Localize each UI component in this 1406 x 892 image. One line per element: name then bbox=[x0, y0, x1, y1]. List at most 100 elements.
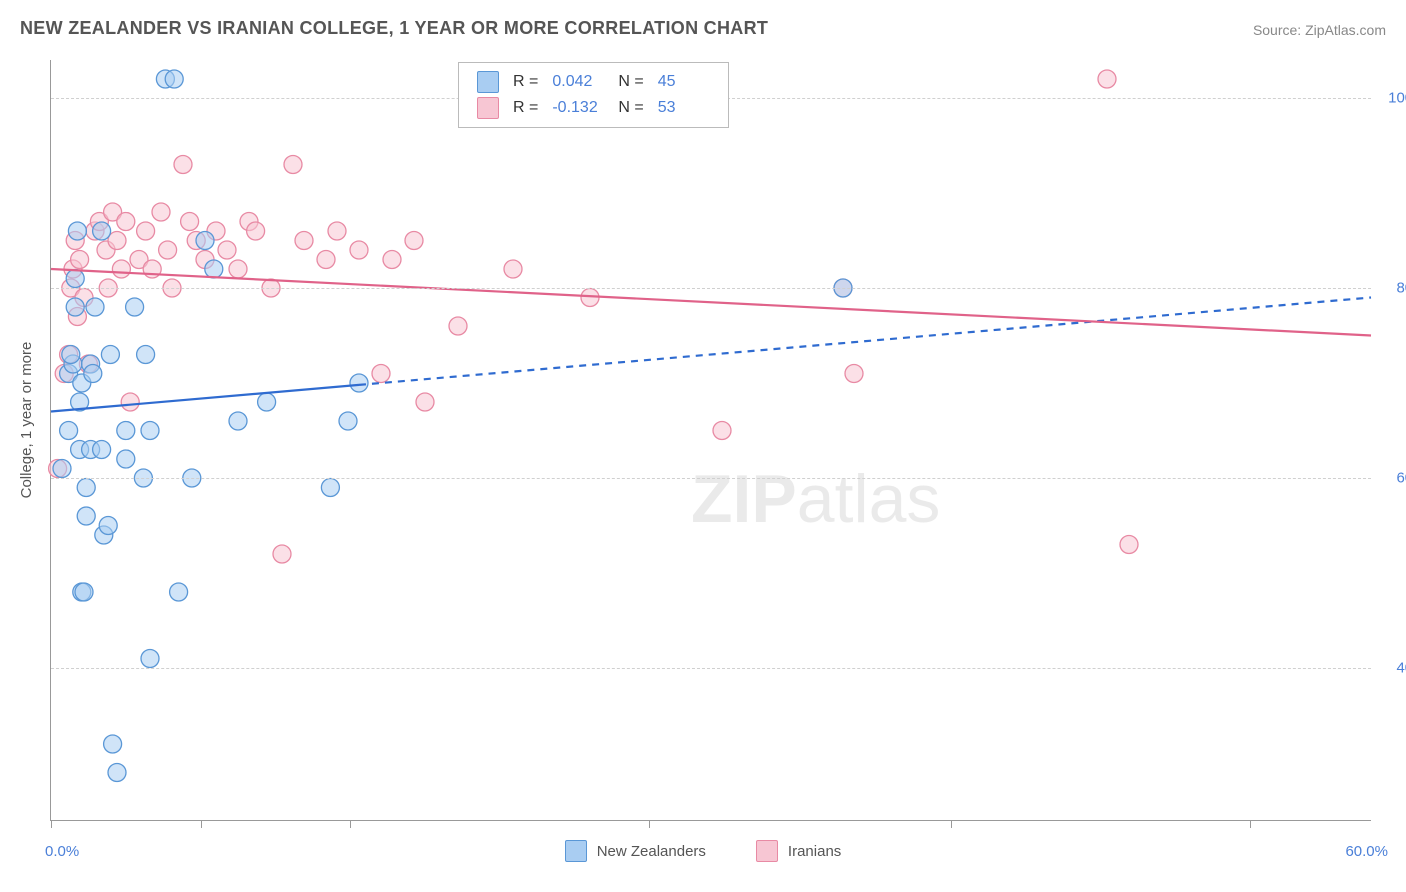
data-point bbox=[117, 450, 135, 468]
swatch-series-a bbox=[477, 71, 499, 93]
y-tick-label: 40.0% bbox=[1379, 660, 1406, 677]
data-point bbox=[350, 374, 368, 392]
x-tick bbox=[51, 820, 52, 828]
data-point bbox=[1120, 536, 1138, 554]
data-point bbox=[247, 222, 265, 240]
x-tick bbox=[649, 820, 650, 828]
data-point bbox=[101, 346, 119, 364]
stats-box: R = 0.042 N = 45 R = -0.132 N = 53 bbox=[458, 62, 729, 128]
gridline-h bbox=[51, 288, 1371, 289]
data-point bbox=[104, 735, 122, 753]
data-point bbox=[258, 393, 276, 411]
legend-label-a: New Zealanders bbox=[597, 843, 706, 860]
data-point bbox=[181, 213, 199, 231]
data-point bbox=[196, 232, 214, 250]
data-point bbox=[141, 650, 159, 668]
data-point bbox=[99, 517, 117, 535]
data-point bbox=[713, 422, 731, 440]
data-point bbox=[218, 241, 236, 259]
data-point bbox=[112, 260, 130, 278]
data-point bbox=[66, 298, 84, 316]
data-point bbox=[372, 365, 390, 383]
data-point bbox=[66, 270, 84, 288]
data-point bbox=[126, 298, 144, 316]
r-label-b: R = bbox=[513, 99, 538, 117]
n-label-b: N = bbox=[618, 99, 643, 117]
data-point bbox=[1098, 70, 1116, 88]
r-value-b: -0.132 bbox=[552, 99, 604, 117]
data-point bbox=[328, 222, 346, 240]
x-tick bbox=[350, 820, 351, 828]
x-origin-label: 0.0% bbox=[45, 843, 79, 860]
stats-row-b: R = -0.132 N = 53 bbox=[477, 95, 710, 121]
trendline bbox=[51, 385, 359, 412]
data-point bbox=[77, 479, 95, 497]
data-point bbox=[174, 156, 192, 174]
x-tick bbox=[1250, 820, 1251, 828]
y-tick-label: 60.0% bbox=[1379, 470, 1406, 487]
data-point bbox=[62, 346, 80, 364]
stats-row-a: R = 0.042 N = 45 bbox=[477, 69, 710, 95]
data-point bbox=[845, 365, 863, 383]
data-point bbox=[159, 241, 177, 259]
data-point bbox=[121, 393, 139, 411]
data-point bbox=[295, 232, 313, 250]
r-value-a: 0.042 bbox=[552, 73, 604, 91]
legend-item-a: New Zealanders bbox=[565, 840, 706, 862]
y-axis-title: College, 1 year or more bbox=[18, 342, 35, 499]
swatch-series-b bbox=[477, 97, 499, 119]
data-point bbox=[383, 251, 401, 269]
data-point bbox=[117, 213, 135, 231]
legend-swatch-a bbox=[565, 840, 587, 862]
data-point bbox=[108, 764, 126, 782]
bottom-legend: New Zealanders Iranians bbox=[0, 840, 1406, 862]
data-point bbox=[321, 479, 339, 497]
chart-container: NEW ZEALANDER VS IRANIAN COLLEGE, 1 YEAR… bbox=[0, 0, 1406, 892]
data-point bbox=[60, 422, 78, 440]
data-point bbox=[93, 441, 111, 459]
data-point bbox=[86, 298, 104, 316]
data-point bbox=[68, 222, 86, 240]
data-point bbox=[137, 222, 155, 240]
data-point bbox=[152, 203, 170, 221]
data-point bbox=[93, 222, 111, 240]
data-point bbox=[53, 460, 71, 478]
data-point bbox=[350, 241, 368, 259]
data-point bbox=[170, 583, 188, 601]
data-point bbox=[77, 507, 95, 525]
x-max-label: 60.0% bbox=[1345, 843, 1388, 860]
x-tick bbox=[201, 820, 202, 828]
plot-area: ZIPatlas 40.0%60.0%80.0%100.0% bbox=[50, 60, 1371, 821]
legend-item-b: Iranians bbox=[756, 840, 841, 862]
data-point bbox=[205, 260, 223, 278]
scatter-svg bbox=[51, 60, 1371, 820]
data-point bbox=[317, 251, 335, 269]
n-label-a: N = bbox=[618, 73, 643, 91]
y-tick-label: 80.0% bbox=[1379, 280, 1406, 297]
data-point bbox=[284, 156, 302, 174]
data-point bbox=[229, 412, 247, 430]
y-tick-label: 100.0% bbox=[1379, 90, 1406, 107]
chart-title: NEW ZEALANDER VS IRANIAN COLLEGE, 1 YEAR… bbox=[20, 18, 768, 39]
gridline-h bbox=[51, 668, 1371, 669]
x-tick bbox=[951, 820, 952, 828]
data-point bbox=[117, 422, 135, 440]
trendline bbox=[51, 269, 1371, 336]
data-point bbox=[416, 393, 434, 411]
data-point bbox=[405, 232, 423, 250]
data-point bbox=[339, 412, 357, 430]
data-point bbox=[71, 251, 89, 269]
data-point bbox=[504, 260, 522, 278]
data-point bbox=[449, 317, 467, 335]
data-point bbox=[84, 365, 102, 383]
data-point bbox=[165, 70, 183, 88]
data-point bbox=[75, 583, 93, 601]
source-label: Source: ZipAtlas.com bbox=[1253, 22, 1386, 38]
r-label-a: R = bbox=[513, 73, 538, 91]
legend-swatch-b bbox=[756, 840, 778, 862]
data-point bbox=[229, 260, 247, 278]
gridline-h bbox=[51, 478, 1371, 479]
n-value-a: 45 bbox=[658, 73, 710, 91]
data-point bbox=[141, 422, 159, 440]
data-point bbox=[273, 545, 291, 563]
